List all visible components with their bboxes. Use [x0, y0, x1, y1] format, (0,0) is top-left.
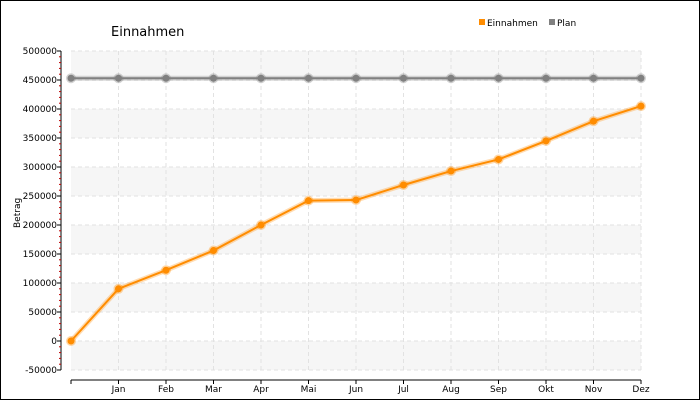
data-point — [161, 73, 171, 84]
x-tick-labels: Jan Feb Mar Apr Mai Jun Jul Aug Sep Okt Nov Dez — [111, 385, 650, 395]
data-point — [636, 101, 646, 112]
y-tick-label: 300000 — [23, 163, 58, 173]
x-tick-label: Jul — [397, 385, 409, 395]
y-tick-label: 150000 — [23, 250, 58, 260]
data-point — [113, 73, 124, 84]
data-point — [541, 73, 551, 84]
chart-title: Einnahmen — [111, 25, 184, 40]
legend-label: Einnahmen — [487, 19, 538, 29]
y-tick-label: 500000 — [23, 47, 58, 57]
x-tick-label: Jun — [348, 385, 363, 395]
series-layer — [66, 73, 646, 346]
series-plan — [66, 73, 646, 84]
data-point — [588, 116, 599, 127]
y-tick-label: 200000 — [23, 221, 58, 231]
y-axis-title: Betrag — [13, 198, 23, 228]
background-bands — [71, 51, 641, 370]
y-tick-label: 250000 — [23, 192, 58, 202]
series-einnahmen — [66, 101, 646, 346]
data-point — [351, 73, 361, 84]
data-point — [256, 73, 266, 84]
x-tick-label: Mar — [205, 385, 222, 395]
y-tick-label: 0 — [51, 337, 57, 347]
data-point — [493, 73, 504, 84]
data-point — [208, 73, 219, 84]
x-tick-label: Feb — [158, 385, 174, 395]
x-tick-label: Dez — [632, 385, 649, 395]
x-tick-label: Mai — [301, 385, 317, 395]
legend-label: Plan — [557, 19, 576, 29]
x-tick-label: Sep — [490, 385, 507, 395]
data-point — [303, 73, 314, 84]
data-point — [66, 73, 76, 84]
data-point — [351, 195, 361, 206]
data-point — [493, 154, 504, 165]
x-tick-label: Aug — [442, 385, 460, 395]
y-tick-label: 350000 — [23, 134, 58, 144]
data-point — [208, 245, 219, 256]
data-point — [398, 179, 409, 190]
y-tick-label: 100000 — [23, 279, 58, 289]
data-point — [66, 336, 76, 346]
x-tick-label: Nov — [585, 385, 603, 395]
gridlines — [71, 50, 642, 371]
data-point — [398, 73, 409, 84]
y-tick-label: -50000 — [25, 366, 57, 376]
data-point — [446, 73, 456, 84]
axes — [57, 50, 642, 384]
data-point — [446, 166, 456, 177]
y-tick-label: 400000 — [23, 105, 58, 115]
y-tick-labels: 5000004500004000003500003000002500002000… — [23, 47, 58, 376]
data-point — [303, 195, 314, 206]
x-tick-label: Okt — [538, 385, 554, 395]
y-tick-label: 450000 — [23, 76, 58, 86]
data-point — [541, 135, 551, 146]
legend: Einnahmen Plan — [479, 19, 576, 29]
y-tick-label: 50000 — [28, 308, 57, 318]
data-point — [636, 73, 646, 84]
data-point — [161, 265, 171, 276]
legend-swatch — [549, 19, 555, 25]
data-point — [256, 220, 266, 230]
x-tick-label: Jan — [111, 385, 126, 395]
legend-swatch — [479, 19, 485, 25]
x-tick-label: Apr — [253, 385, 269, 395]
data-point — [113, 283, 124, 294]
data-point — [588, 73, 599, 84]
